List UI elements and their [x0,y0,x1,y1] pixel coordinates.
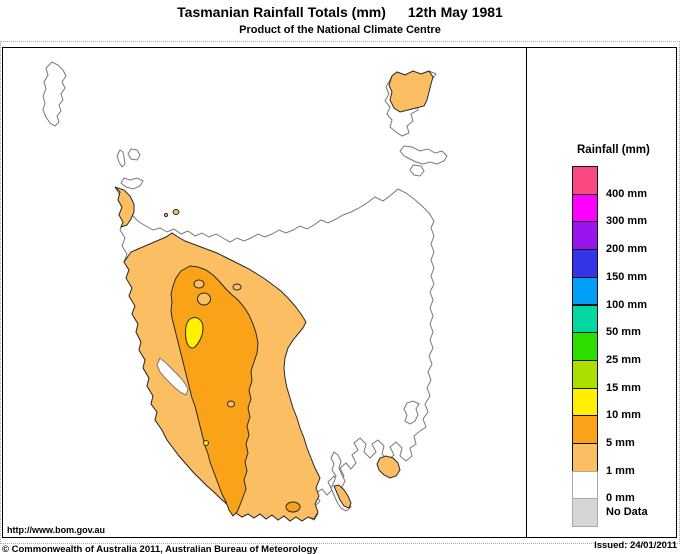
rain-patch-tasman-peninsula [376,455,401,479]
rain-hole-1-5mm-a [193,279,205,289]
cape-barren-island [399,145,448,165]
hunter-island [127,148,141,161]
legend-label: 15 mm [606,381,641,394]
rain-hole-1-5mm-d [227,400,235,408]
map-legend-divider [526,47,527,537]
legend-label: 200 mm [606,243,647,256]
rain-region-1-5mm-flinders [388,70,434,113]
legend-swatch [572,249,598,278]
legend-label: 150 mm [606,270,647,283]
page-date: 12th May 1981 [407,4,503,20]
legend-label: 0 mm [606,492,635,505]
legend-title: Rainfall (mm) [577,144,650,156]
page-subtitle: Product of the National Climate Centre [239,24,441,36]
legend-label: 1 mm [606,464,635,477]
rain-spot-10-15mm [203,440,209,446]
macquarie-harbour [156,357,189,396]
king-island [42,61,67,127]
legend-swatch [572,304,598,334]
legend-swatch [572,332,598,361]
rain-spot-5-10mm-south [285,501,301,513]
rain-region-1-5mm-northwest-tip [114,186,135,228]
legend-label: 400 mm [606,187,647,200]
three-hummock-island [116,149,126,168]
footer-issued-date: Issued: 24/01/2011 [594,540,677,551]
legend-label: 25 mm [606,353,641,366]
rain-hole-1-5mm-c [232,283,242,291]
maria-island [403,400,420,425]
rain-region-10-15mm [185,317,204,349]
legend-swatch [572,443,598,472]
rain-islet-a [163,212,169,218]
footer-copyright: © Commonwealth of Australia 2011, Austra… [2,544,318,554]
rain-islet-b [172,209,180,215]
legend-label: 100 mm [606,298,647,311]
clarke-island [409,164,425,177]
legend-swatch [572,415,598,444]
legend-label: 5 mm [606,437,635,449]
rainfall-regions [114,70,434,522]
robbins-island [120,177,144,190]
legend-swatch [572,359,598,389]
legend-label: 10 mm [606,409,641,422]
rain-patch-south-bruny [333,484,352,509]
footer-url: http://www.bom.gov.au [7,525,105,535]
legend-swatch [572,470,598,500]
legend-swatch [572,221,598,251]
page-title-row: Tasmanian Rainfall Totals (mm) 12th May … [0,4,680,20]
legend-label: No Data [606,506,648,519]
legend-label: 300 mm [606,215,647,228]
legend-swatch [572,193,598,223]
legend-label: 50 mm [606,326,641,339]
legend-swatch [572,498,598,528]
legend-swatch [572,166,598,195]
legend-swatch [572,387,598,417]
page-title: Tasmanian Rainfall Totals (mm) [177,4,386,20]
legend-swatch [572,276,598,306]
rain-hole-1-5mm-b [197,292,211,306]
map-frame [2,47,677,538]
